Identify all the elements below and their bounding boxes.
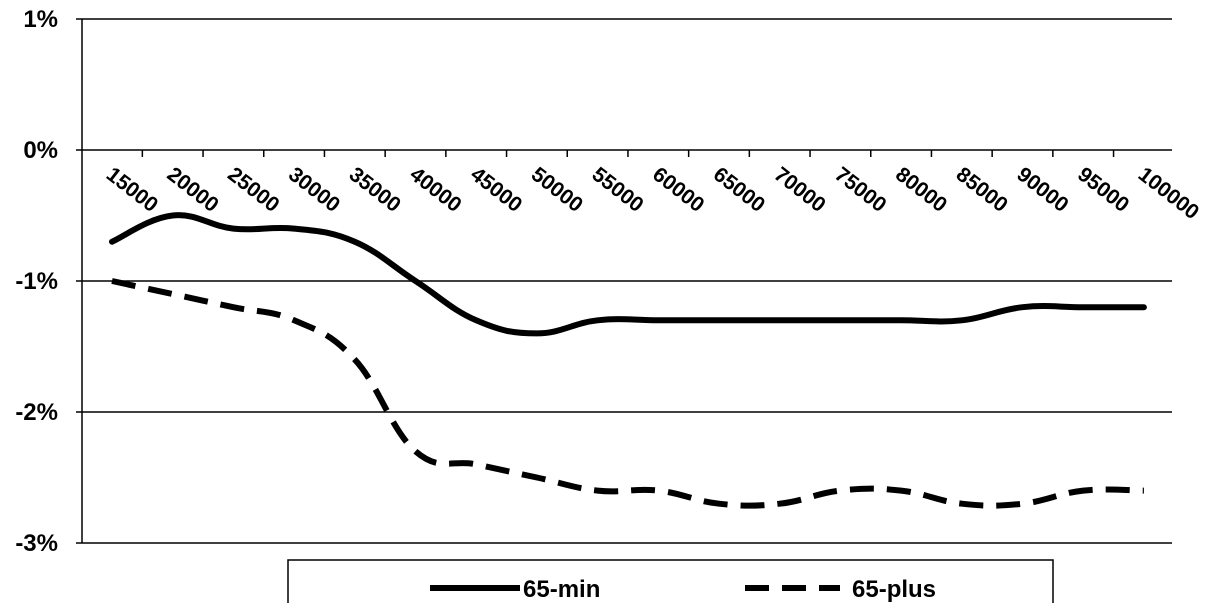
series-lines [109, 212, 1147, 509]
x-tick-label: 60000 [648, 163, 708, 217]
gridlines [82, 18, 1172, 544]
x-tick-label: 15000 [102, 163, 162, 217]
legend-box [287, 559, 1054, 603]
x-tick-label: 55000 [588, 163, 648, 217]
x-tick-label: 90000 [1012, 163, 1072, 217]
x-tick-label: 20000 [163, 163, 223, 217]
y-tick-label: -1% [15, 268, 58, 295]
y-tick-label: 1% [23, 6, 58, 33]
x-tick-label: 80000 [891, 163, 951, 217]
legend-label: 65-min [523, 576, 600, 603]
legend-label: 65-plus [852, 576, 936, 603]
x-tick-label: 40000 [405, 163, 465, 217]
series-line-65-min [109, 212, 1147, 337]
x-tick-label: 35000 [345, 163, 405, 217]
x-tick-label: 85000 [952, 163, 1012, 217]
series-line-65-plus [111, 278, 1144, 509]
y-axis-tick-labels: 1% 0% -1% -2% -3% [15, 6, 58, 557]
x-tick-label: 75000 [830, 163, 890, 217]
x-tick-label: 100000 [1134, 163, 1203, 224]
x-axis-tick-labels: 15000 20000 25000 30000 35000 40000 45000 50000… [102, 163, 1203, 224]
x-tick-label: 25000 [223, 163, 283, 217]
x-tick-label: 65000 [709, 163, 769, 217]
x-tick-label: 45000 [466, 163, 526, 217]
axes [76, 18, 1115, 544]
y-tick-label: 0% [23, 137, 58, 164]
x-tick-label: 70000 [770, 163, 830, 217]
legend: 65-min 65-plus [287, 559, 1054, 603]
x-tick-label: 95000 [1073, 163, 1133, 217]
y-tick-label: -3% [15, 530, 58, 557]
y-tick-label: -2% [15, 399, 58, 426]
x-tick-label: 30000 [284, 163, 344, 217]
x-tick-label: 50000 [527, 163, 587, 217]
